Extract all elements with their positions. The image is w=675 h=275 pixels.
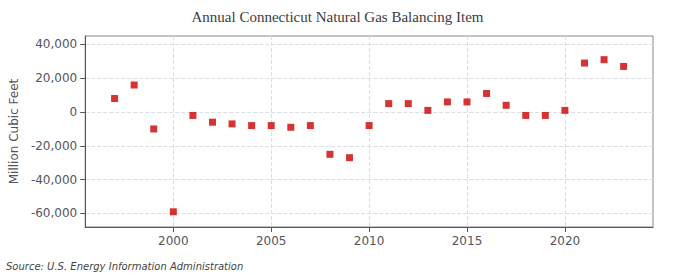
svg-text:-60,000: -60,000 — [31, 206, 77, 220]
svg-text:-40,000: -40,000 — [31, 173, 77, 187]
svg-text:2010: 2010 — [354, 234, 385, 248]
svg-text:2015: 2015 — [452, 234, 483, 248]
svg-text:Source: U.S. Energy Informatio: Source: U.S. Energy Information Administ… — [6, 261, 243, 272]
svg-text:40,000: 40,000 — [35, 37, 77, 51]
svg-text:2000: 2000 — [158, 234, 189, 248]
svg-text:Annual Connecticut Natural Gas: Annual Connecticut Natural Gas Balancing… — [192, 9, 484, 25]
svg-text:0: 0 — [70, 105, 78, 119]
svg-text:2005: 2005 — [256, 234, 287, 248]
svg-text:20,000: 20,000 — [35, 71, 77, 85]
svg-text:2020: 2020 — [550, 234, 581, 248]
svg-text:-20,000: -20,000 — [31, 139, 77, 153]
svg-text:Million Cubic Feet: Million Cubic Feet — [7, 78, 21, 184]
